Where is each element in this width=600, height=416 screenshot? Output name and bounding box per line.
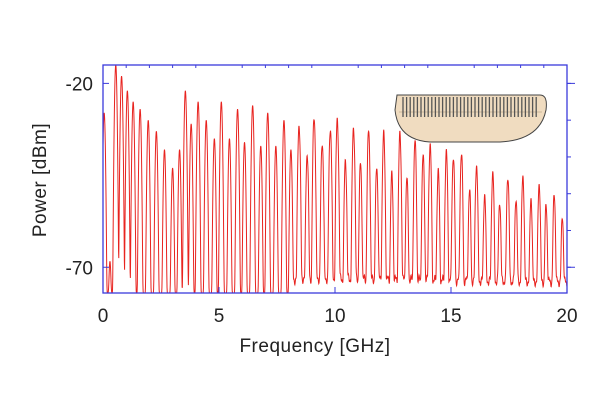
x-axis-title: Frequency [GHz] [239, 336, 390, 357]
y-tick-label: -20 [66, 74, 93, 95]
y-axis-title: Power [dBm] [30, 123, 51, 237]
spectrum-line [102, 64, 568, 294]
comb-illustration-icon [394, 94, 547, 143]
x-tick-label: 20 [556, 306, 577, 327]
x-tick-label: 10 [324, 306, 345, 327]
x-tick-label: 5 [214, 306, 225, 327]
x-tick-label: 0 [98, 306, 109, 327]
trace-layer [102, 64, 568, 294]
tick-layer: 0 5 10 15 20 -20 -70 [66, 65, 578, 327]
y-tick-label: -70 [66, 258, 93, 279]
x-tick-label: 15 [440, 306, 461, 327]
